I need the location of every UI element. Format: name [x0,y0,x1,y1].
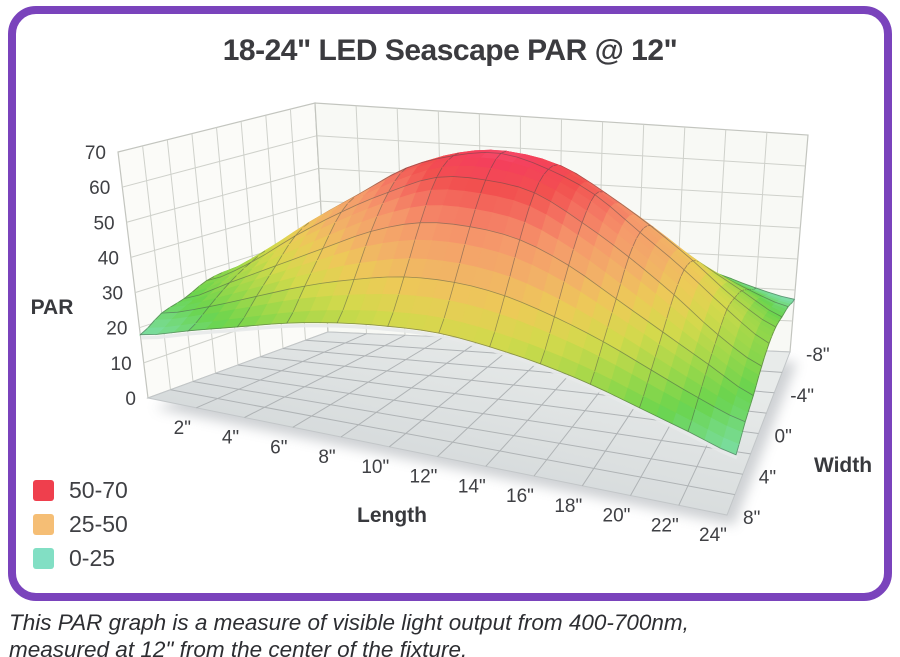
width-tick-label: 8" [743,508,760,529]
legend-item-25-50: 25-50 [33,510,128,537]
chart-title: 18-24" LED Seascape PAR @ 12" [222,34,678,67]
legend-item-50-70: 50-70 [33,476,128,503]
par-tick-label: 70 [85,143,106,164]
width-tick-label: -4" [790,386,814,407]
length-tick-label: 24" [699,525,727,546]
caption-line-1: This PAR graph is a measure of visible l… [9,610,689,635]
length-tick-label: 18" [554,496,582,517]
width-axis-title: Width [814,454,872,477]
length-axis-title: Length [357,504,427,527]
width-axis-labels: -8" -4" 0" 4" 8" Width [743,345,872,529]
par-axis-labels: 0 10 20 30 40 50 60 70 PAR [31,143,136,410]
length-tick-label: 12" [410,467,438,488]
legend-swatch-teal [33,547,54,569]
width-tick-label: 4" [759,467,776,488]
legend-swatch-orange [33,513,54,535]
surface-chart-canvas: 0 10 20 30 40 50 60 70 PAR 2" 4" 6" 8" 10" 12" 14" 16" 18… [31,102,872,546]
length-axis-labels: 2" 4" 6" 8" 10" 12" 14" 16" 18" 20" 22" 24" Length [174,418,727,546]
length-tick-label: 14" [458,476,486,497]
legend-label-25-50: 25-50 [69,510,128,537]
par-tick-label: 0 [125,389,136,410]
width-tick-label: 0" [775,427,792,448]
legend-label-0-25: 0-25 [69,544,116,571]
par-tick-label: 30 [102,284,123,305]
length-tick-label: 6" [270,437,287,458]
legend: 50-70 25-50 0-25 [33,476,128,571]
par-axis-title: PAR [31,296,74,319]
surface [138,149,796,460]
caption: This PAR graph is a measure of visible l… [9,609,689,657]
par-tick-label: 40 [98,248,119,269]
legend-item-0-25: 0-25 [33,544,128,571]
surface-rim [141,323,738,460]
length-tick-label: 10" [361,457,389,478]
par-tick-label: 10 [111,354,132,375]
length-tick-label: 4" [222,428,239,449]
legend-label-50-70: 50-70 [69,476,128,503]
length-tick-label: 20" [603,506,631,527]
length-tick-label: 8" [318,447,335,468]
surface-plot: 0 10 20 30 40 50 60 70 PAR 2" 4" 6" 8" 10" 12" 14" 16" 18… [31,102,872,546]
width-tick-label: -8" [806,345,830,366]
par-tick-label: 60 [89,178,110,199]
length-tick-label: 22" [651,515,679,536]
par-tick-label: 50 [93,213,114,234]
par-tick-label: 20 [106,319,127,340]
length-tick-label: 2" [174,418,191,439]
legend-swatch-red [33,479,54,501]
length-tick-label: 16" [506,486,534,507]
caption-line-2: measured at 12" from the center of the f… [9,637,468,657]
